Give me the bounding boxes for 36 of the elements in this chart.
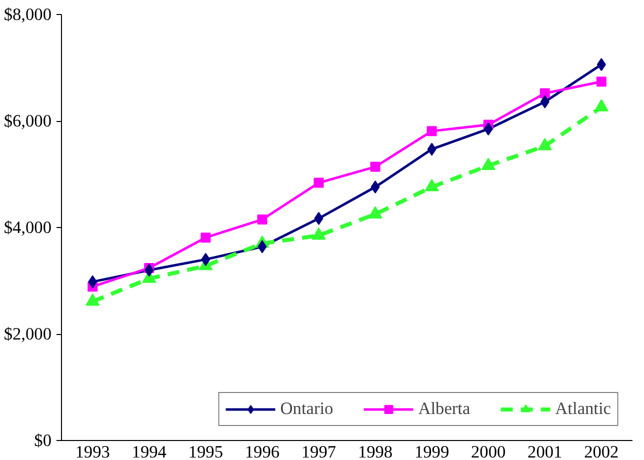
y-tick-label: $4,000 <box>4 218 52 237</box>
point <box>426 126 437 136</box>
x-tick-label: 2001 <box>528 442 562 460</box>
x-tick-label: 1996 <box>244 442 280 460</box>
point <box>201 252 210 266</box>
point <box>314 178 324 188</box>
point <box>427 142 436 156</box>
point <box>200 232 211 243</box>
x-tick-label: 1993 <box>75 442 110 460</box>
x-tick-label: 1999 <box>414 442 450 460</box>
point <box>314 212 324 225</box>
y-tick-label: $2,000 <box>4 324 52 344</box>
x-tick-label: 2000 <box>471 442 506 460</box>
point <box>540 88 550 98</box>
point <box>484 122 493 136</box>
point <box>257 214 268 225</box>
x-tick-label: 2002 <box>584 442 619 460</box>
point <box>258 240 267 254</box>
x-tick-label: 1994 <box>132 442 167 460</box>
y-tick-label: $0 <box>34 431 52 450</box>
x-tick-label: 1995 <box>188 442 223 460</box>
point <box>370 162 380 172</box>
y-tick-label: $6,000 <box>4 112 52 130</box>
point <box>88 275 98 288</box>
point <box>370 180 380 194</box>
point <box>596 76 606 87</box>
point <box>144 264 154 277</box>
legend-label: Atlantic <box>555 399 611 419</box>
y-tick-label: $8,000 <box>4 5 52 24</box>
point <box>86 294 100 306</box>
legend-label: Ontario <box>280 399 334 419</box>
point <box>540 95 550 108</box>
x-tick-label: 1998 <box>358 442 393 460</box>
x-tick-label: 1997 <box>301 442 336 460</box>
legend-label: Alberta <box>418 399 470 419</box>
point <box>596 58 606 72</box>
